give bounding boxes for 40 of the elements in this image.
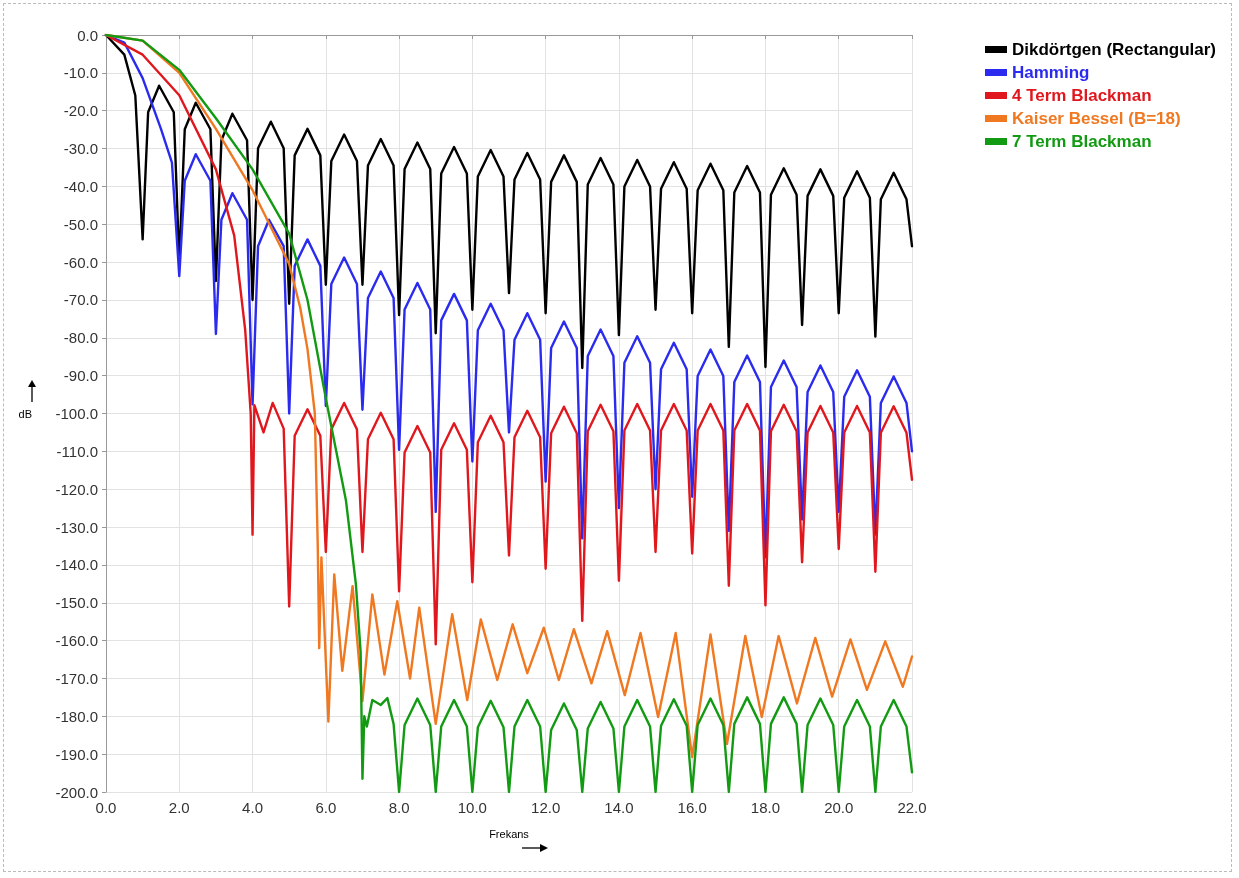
x-tick-label: 20.0 [824,799,854,816]
y-tick-label: -120.0 [55,480,98,498]
y-tick-label: -60.0 [63,253,98,271]
x-tick-label: 12.0 [531,799,561,816]
legend-label: Hamming [1011,63,1090,82]
x-tick-label: 10.0 [457,799,487,816]
x-tick-label: 6.0 [315,799,337,816]
y-tick-label: -10.0 [63,64,98,82]
y-tick-label: -170.0 [55,669,98,687]
x-tick-label: 8.0 [388,799,410,816]
y-axis-title: dB [18,407,32,420]
y-tick-label: 0.0 [77,26,98,44]
y-tick-label: -200.0 [55,783,98,801]
y-tick-label: -90.0 [63,367,98,385]
y-tick-label: -20.0 [63,102,98,120]
y-tick-label: -150.0 [55,594,98,612]
y-tick-label: -100.0 [55,405,98,422]
legend-label: Dikdörtgen (Rectangular) [1011,40,1217,59]
x-tick-label: 18.0 [750,799,781,816]
y-tick-label: -40.0 [63,177,98,195]
x-tick-label: 14.0 [604,799,634,816]
y-tick-label: -160.0 [55,632,98,650]
y-tick-label: -190.0 [55,745,98,763]
x-tick-label: 22.0 [897,799,927,816]
x-tick-label: 4.0 [242,799,263,816]
legend-label: Kaiser Bessel (B=18) [1011,109,1181,128]
x-tick-label: 0.0 [95,799,117,816]
x-tick-label: 2.0 [168,799,190,816]
legend-label: 7 Term Blackman [1011,132,1152,151]
y-tick-label: -130.0 [55,518,98,536]
x-tick-label: 16.0 [677,799,707,816]
y-tick-label: -50.0 [63,215,98,233]
y-tick-label: -140.0 [55,556,98,574]
y-tick-label: -180.0 [55,707,98,725]
legend-label: 4 Term Blackman [1011,86,1152,105]
y-tick-label: -30.0 [63,140,98,158]
y-tick-label: -110.0 [56,442,98,460]
x-axis-title: Frekans [489,827,530,840]
y-tick-label: -70.0 [63,291,98,309]
y-tick-label: -80.0 [63,329,98,347]
